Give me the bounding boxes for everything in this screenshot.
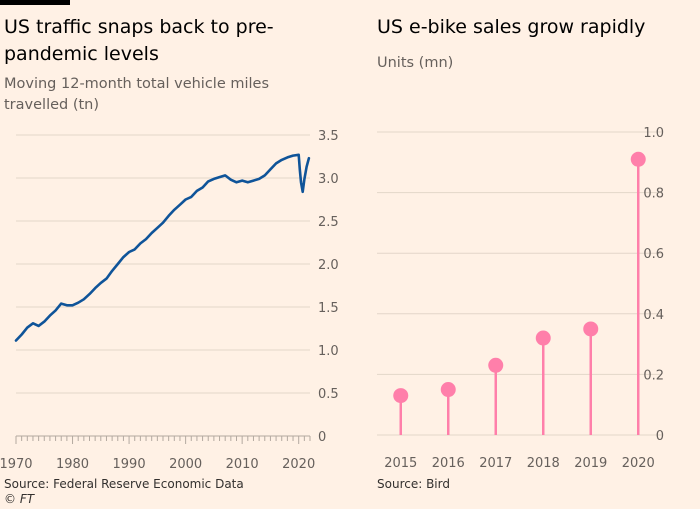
y-tick-label: 0.2 bbox=[643, 368, 664, 383]
x-tick-label: 2010 bbox=[226, 457, 259, 472]
x-tick-label: 2019 bbox=[574, 456, 607, 471]
y-tick-label: 1.0 bbox=[643, 126, 664, 141]
lollipop-dot bbox=[488, 357, 504, 373]
x-tick-label: 1970 bbox=[0, 457, 33, 472]
left-line-chart: 0 0.5 1.0 1.5 2.0 2.5 3.0 3.5 1970 1980 1990 2000 20… bbox=[0, 129, 339, 472]
left-chart-source: Source: Federal Reserve Economic Data bbox=[4, 477, 244, 491]
x-tick-label: 1980 bbox=[56, 457, 89, 472]
x-tick-label: 2020 bbox=[622, 456, 655, 471]
y-tick-label: 1.0 bbox=[318, 344, 339, 359]
y-tick-label: 0.5 bbox=[318, 387, 339, 402]
lollipop-dot bbox=[535, 330, 551, 346]
x-tick-label: 2018 bbox=[527, 456, 560, 471]
y-tick-label: 0.4 bbox=[643, 308, 664, 323]
right-chart-title: US e-bike sales grow rapidly bbox=[377, 16, 646, 38]
right-lollipop-chart: 0 0.2 0.4 0.6 0.8 1.0 2015 2016 2017 2018 2019 2020 bbox=[377, 126, 664, 471]
right-chart-source: Source: Bird bbox=[377, 477, 450, 491]
x-tick-label: 1990 bbox=[113, 457, 146, 472]
left-chart-subtitle: Moving 12-month total vehicle miles trav… bbox=[4, 76, 270, 113]
lollipop-dot bbox=[440, 382, 456, 398]
y-tick-label: 0.8 bbox=[643, 187, 664, 202]
ft-top-rule bbox=[0, 0, 70, 5]
left-chart-title: US traffic snaps back to pre-pandemic le… bbox=[4, 16, 274, 65]
lollipop-dot bbox=[393, 388, 409, 404]
x-tick-label: 2015 bbox=[384, 456, 417, 471]
lollipop-dot bbox=[583, 321, 599, 337]
y-tick-label: 0 bbox=[318, 430, 326, 445]
vehicle-miles-line bbox=[14, 153, 311, 342]
x-tick-label: 2000 bbox=[169, 457, 202, 472]
y-tick-label: 3.0 bbox=[318, 172, 339, 187]
ft-credit: © FT bbox=[4, 492, 35, 506]
y-tick-label: 2.5 bbox=[318, 215, 339, 230]
x-tick-label: 2016 bbox=[432, 456, 465, 471]
y-tick-label: 2.0 bbox=[318, 258, 339, 273]
y-tick-label: 1.5 bbox=[318, 301, 339, 316]
y-tick-label: 0 bbox=[656, 429, 664, 444]
y-tick-label: 0.6 bbox=[643, 247, 664, 262]
x-tick-label: 2017 bbox=[479, 456, 512, 471]
x-tick-label: 2020 bbox=[282, 457, 315, 472]
right-chart-subtitle: Units (mn) bbox=[377, 55, 454, 71]
lollipop-dot bbox=[630, 151, 646, 167]
y-tick-label: 3.5 bbox=[318, 129, 339, 144]
